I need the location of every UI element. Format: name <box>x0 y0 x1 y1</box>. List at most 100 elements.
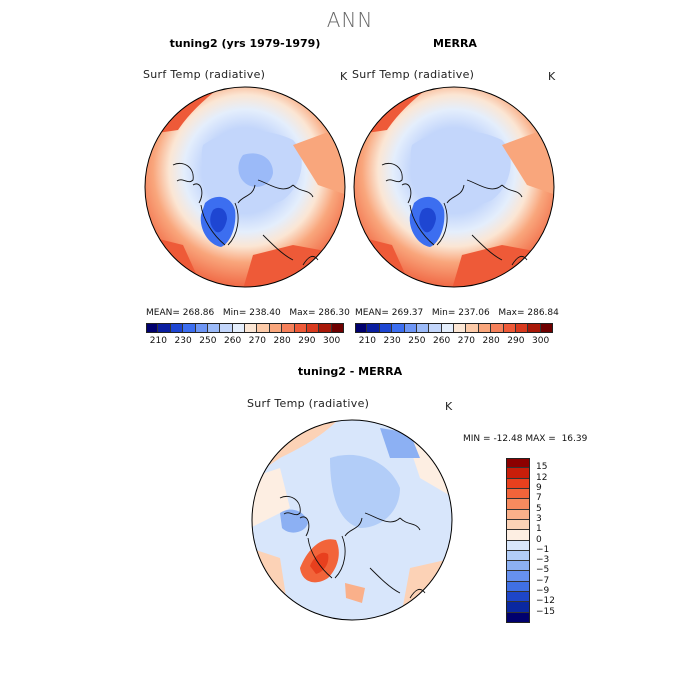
left-variable-label: Surf Temp (radiative) <box>143 68 266 81</box>
colorbar-tick-label: 12 <box>536 472 548 483</box>
colorbar-swatch <box>441 323 454 333</box>
colorbar-swatch <box>506 581 530 593</box>
right-min-value: 237.06 <box>458 308 490 318</box>
colorbar-tick-label: 280 <box>482 336 500 346</box>
colorbar-swatch <box>183 323 196 333</box>
colorbar-swatch <box>294 323 307 333</box>
right-unit-label: K <box>548 70 556 83</box>
colorbar-swatch <box>416 323 430 333</box>
left-polar-map <box>144 86 346 288</box>
colorbar-swatch <box>506 540 530 551</box>
colorbar-swatch <box>454 323 467 333</box>
colorbar-swatch <box>245 323 258 333</box>
colorbar-tick-label: 210 <box>149 336 167 346</box>
left-max-value: 286.30 <box>318 308 350 318</box>
right-max-value: 286.84 <box>527 308 559 318</box>
right-variable-label: Surf Temp (radiative) <box>352 68 475 81</box>
colorbar-tick-label: 230 <box>383 336 401 346</box>
colorbar-tick-label: 5 <box>536 503 542 514</box>
colorbar-swatch <box>269 323 283 333</box>
colorbar-tick-label: 290 <box>507 336 525 346</box>
colorbar-swatch <box>232 323 245 333</box>
colorbar-tick-label: 300 <box>323 336 341 346</box>
colorbar-tick-label: 210 <box>358 336 376 346</box>
page-title: ANN <box>326 8 374 32</box>
colorbar-tick-label: 260 <box>224 336 242 346</box>
colorbar-tick-label: −3 <box>536 555 550 566</box>
diff-unit-label: K <box>445 400 453 413</box>
colorbar-tick-label: −9 <box>536 586 550 597</box>
colorbar-swatch <box>319 323 332 333</box>
colorbar-swatch <box>282 323 295 333</box>
colorbar-tick-label: −7 <box>536 575 550 586</box>
colorbar-swatch <box>404 323 417 333</box>
colorbar-tick-label: 260 <box>433 336 451 346</box>
colorbar-swatch <box>306 323 320 333</box>
colorbar-swatch <box>367 323 380 333</box>
right-colorbar <box>355 323 553 333</box>
colorbar-tick-label: −1 <box>536 544 550 555</box>
colorbar-swatch <box>158 323 171 333</box>
colorbar-swatch <box>506 602 530 613</box>
diff-panel-title: tuning2 - MERRA <box>297 365 403 378</box>
colorbar-tick-label: 270 <box>248 336 266 346</box>
colorbar-tick-label: −12 <box>536 596 555 607</box>
colorbar-swatch <box>478 323 492 333</box>
right-mean-value: 269.37 <box>391 308 424 318</box>
colorbar-swatch <box>506 561 530 572</box>
right-colorbar-ticks: 210 230 250 260 270 280 290 300 <box>355 336 553 348</box>
left-mean-value: 268.86 <box>182 308 215 318</box>
colorbar-tick-label: 300 <box>532 336 550 346</box>
colorbar-swatch <box>528 323 541 333</box>
colorbar-swatch <box>392 323 405 333</box>
colorbar-swatch <box>506 519 530 531</box>
colorbar-tick-label: 250 <box>199 336 217 346</box>
right-stats: MEAN= 269.37 Min= 237.06 Max= 286.84 <box>355 308 559 318</box>
colorbar-swatch <box>506 458 530 469</box>
colorbar-tick-label: −5 <box>536 565 550 576</box>
colorbar-swatch <box>515 323 529 333</box>
colorbar-tick-label: 250 <box>408 336 426 346</box>
colorbar-frame <box>506 458 530 623</box>
colorbar-swatch <box>506 468 530 479</box>
colorbar-tick-label: 280 <box>273 336 291 346</box>
colorbar-swatch <box>506 509 530 520</box>
colorbar-swatch <box>466 323 479 333</box>
colorbar-swatch <box>429 323 442 333</box>
colorbar-swatch <box>506 530 530 541</box>
colorbar-swatch <box>506 499 530 510</box>
colorbar-tick-label: −15 <box>536 606 555 617</box>
diff-min-value: -12.48 <box>493 434 523 444</box>
colorbar-frame <box>355 323 553 333</box>
colorbar-swatch <box>506 592 530 603</box>
left-colorbar <box>146 323 344 333</box>
colorbar-tick-label: 230 <box>174 336 192 346</box>
diff-polar-map <box>251 419 453 621</box>
colorbar-swatch <box>506 571 530 582</box>
left-colorbar-ticks: 210 230 250 260 270 280 290 300 <box>146 336 344 348</box>
colorbar-tick-label: 270 <box>457 336 475 346</box>
colorbar-swatch <box>355 323 368 333</box>
diff-colorbar <box>506 458 530 623</box>
colorbar-swatch <box>506 478 530 489</box>
colorbar-tick-label: 9 <box>536 482 542 493</box>
left-stats: MEAN= 268.86 Min= 238.40 Max= 286.30 <box>146 308 350 318</box>
colorbar-tick-label: 7 <box>536 493 542 504</box>
colorbar-tick-label: 1 <box>536 524 542 535</box>
colorbar-swatch <box>491 323 504 333</box>
colorbar-swatch <box>146 323 159 333</box>
colorbar-swatch <box>506 550 530 562</box>
colorbar-tick-label: 290 <box>298 336 316 346</box>
colorbar-tick-label: 15 <box>536 462 548 473</box>
diff-max-value: 16.39 <box>561 434 588 444</box>
diff-colorbar-ticks: 15 12 9 7 5 3 1 0 −1 −3 −5 −7 −9 −12 −15 <box>536 458 576 623</box>
colorbar-tick-label: 3 <box>536 513 542 524</box>
colorbar-swatch <box>195 323 208 333</box>
right-panel-title: MERRA <box>433 37 477 50</box>
diff-variable-label: Surf Temp (radiative) <box>247 397 370 410</box>
colorbar-swatch <box>257 323 270 333</box>
left-unit-label: K <box>340 70 348 83</box>
colorbar-swatch <box>220 323 233 333</box>
colorbar-swatch <box>379 323 393 333</box>
colorbar-swatch <box>503 323 516 333</box>
